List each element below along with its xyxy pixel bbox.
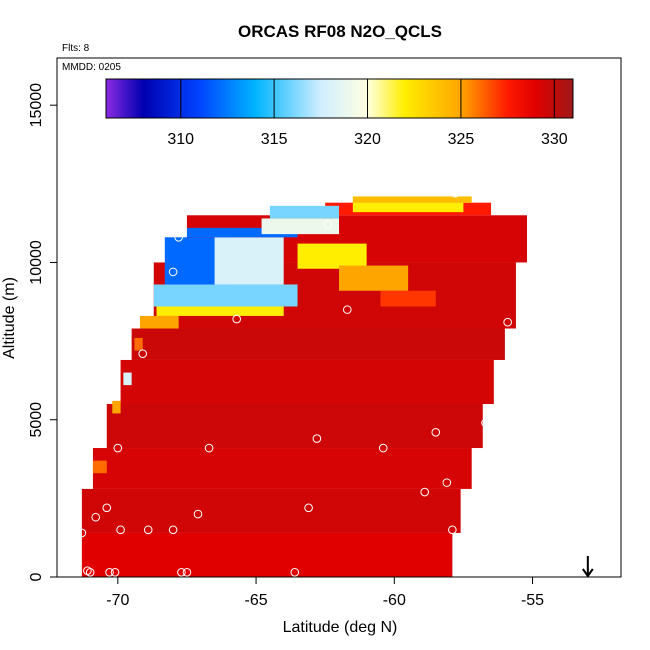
field-block-2 — [92, 448, 472, 489]
sample-point-29 — [453, 561, 463, 571]
flights-annotation: Flts: 8 — [62, 43, 90, 54]
field-patch-11 — [352, 202, 464, 213]
sample-point-0 — [77, 528, 87, 538]
sample-point-34 — [450, 188, 460, 198]
plot-frame — [56, 57, 622, 578]
x-tick-label-2: -60 — [383, 592, 406, 609]
colorbar-frame — [105, 78, 574, 119]
x-tick-label-0: -70 — [106, 592, 129, 609]
field-patch-9 — [380, 290, 436, 307]
sample-point-21 — [312, 434, 322, 443]
field-block-3 — [106, 404, 483, 449]
sample-point-13 — [193, 509, 203, 519]
field-block-1 — [81, 488, 461, 533]
field-patch-2 — [153, 284, 298, 307]
sample-point-22 — [342, 305, 352, 314]
y-tick-label-2: 10000 — [28, 240, 45, 285]
arrow-head — [582, 568, 594, 578]
sample-point-14 — [204, 443, 214, 453]
date-annotation: MMDD: 0205 — [62, 62, 121, 73]
sample-point-10 — [168, 525, 178, 535]
sample-point-24 — [378, 443, 388, 453]
field-block-9 — [352, 196, 472, 203]
colorbar: 310 315 320 325 330 — [105, 78, 574, 148]
sample-point-17 — [168, 267, 178, 277]
sample-point-25 — [420, 487, 430, 497]
field-patch-4 — [214, 237, 284, 285]
sample-point-4 — [102, 503, 112, 513]
sample-point-20 — [304, 503, 313, 513]
colorbar-tick-label-0: 310 — [167, 131, 194, 148]
sample-point-27 — [442, 478, 452, 487]
field-patch-5 — [186, 227, 298, 238]
sample-point-15 — [138, 349, 148, 358]
sample-point-33 — [525, 207, 535, 217]
x-tick-label-3: -55 — [521, 592, 544, 609]
sample-point-2 — [85, 567, 95, 577]
x-tick-label-1: -65 — [244, 592, 267, 609]
field-patch-0 — [139, 315, 179, 329]
sample-point-28 — [448, 525, 457, 535]
field-patch-8 — [339, 265, 409, 291]
colorbar-tick-label-2: 320 — [354, 131, 381, 148]
field-patch-14 — [123, 372, 132, 386]
sample-point-30 — [456, 561, 465, 571]
field-block-5 — [131, 328, 505, 360]
sample-points — [77, 188, 535, 577]
n2o-field — [81, 196, 528, 577]
colorbar-ramp — [106, 79, 573, 118]
field-patch-7 — [297, 243, 367, 269]
sample-point-31 — [481, 418, 490, 428]
sample-point-32 — [503, 317, 512, 327]
field-block-4 — [120, 359, 494, 404]
sample-point-18 — [174, 232, 183, 242]
sample-point-7 — [116, 525, 125, 535]
field-patch-1 — [156, 306, 284, 316]
sample-point-9 — [143, 525, 153, 535]
colorbar-tick-label-4: 330 — [541, 131, 568, 148]
colorbar-tick-label-1: 315 — [261, 131, 288, 148]
sample-point-19 — [290, 567, 300, 577]
field-patch-12 — [92, 460, 107, 474]
sample-point-11 — [177, 567, 186, 577]
y-axis-label: Altitude (m) — [1, 277, 18, 359]
field-patch-6 — [261, 218, 339, 235]
field-patch-13 — [112, 400, 121, 414]
field-patch-15 — [134, 337, 143, 351]
sample-point-5 — [105, 567, 114, 577]
y-tick-label-1: 5000 — [28, 402, 45, 438]
sample-point-8 — [113, 443, 123, 453]
sample-point-3 — [91, 512, 101, 522]
field-block-0 — [81, 532, 453, 577]
sample-point-12 — [182, 567, 192, 577]
sample-point-23 — [323, 220, 333, 230]
y-tick-label-3: 15000 — [28, 83, 45, 128]
colorbar-tick-label-3: 325 — [448, 131, 475, 148]
axes: -70 -65 -60 -55 0 5000 10000 15000 — [28, 57, 622, 609]
field-patch-10 — [269, 205, 339, 219]
sample-point-6 — [110, 567, 120, 577]
sample-point-16 — [232, 314, 242, 324]
chart-title: ORCAS RF08 N2O_QCLS — [238, 22, 442, 41]
y-tick-label-0: 0 — [28, 572, 45, 581]
sample-point-26 — [431, 428, 441, 437]
direction-arrow — [582, 556, 594, 578]
x-axis-label: Latitude (deg N) — [283, 619, 398, 636]
